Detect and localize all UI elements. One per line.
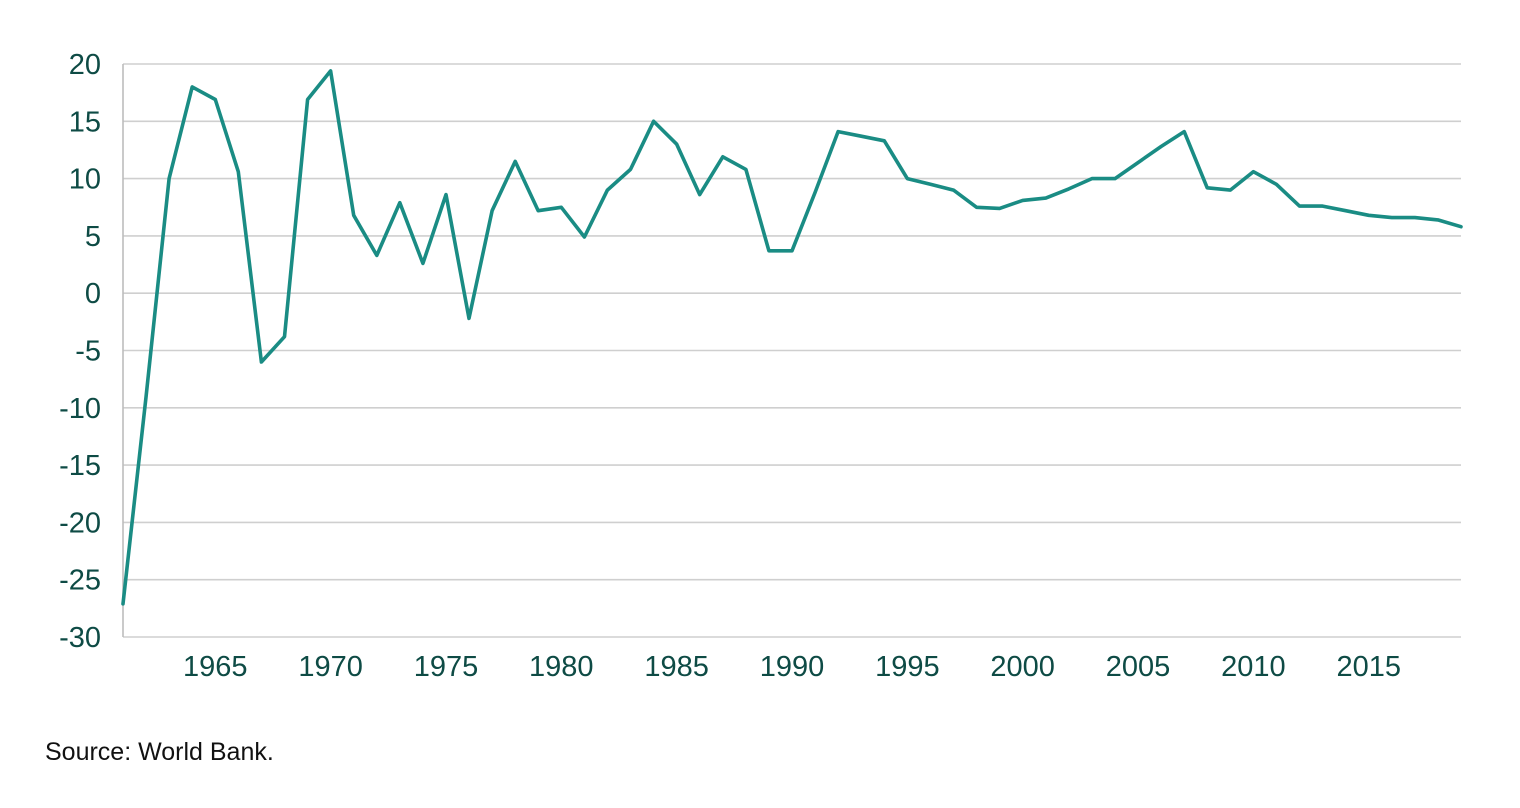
y-tick-label: -10 [59,393,101,425]
x-tick-label: 1970 [298,651,363,683]
y-tick-label: -20 [59,507,101,539]
x-axis-tick-labels: 1965 1970 1975 1980 1985 1990 1995 2000 2005 2010… [183,651,1401,683]
y-tick-label: 5 [85,221,101,253]
y-axis-tick-labels: -30 -25 -20 -15 -10 -5 0 5 10 15 20 [59,49,101,654]
x-tick-label: 2015 [1336,651,1401,683]
y-tick-label: 0 [85,278,101,310]
x-tick-label: 1990 [760,651,825,683]
y-tick-label: 15 [69,106,101,138]
y-tick-label: -5 [75,336,101,368]
x-tick-label: 1995 [875,651,940,683]
y-tick-label: 20 [69,49,101,81]
y-tick-label: 10 [69,164,101,196]
series-line-0 [121,69,1463,606]
y-tick-label: -30 [59,622,101,654]
gridlines [123,63,1461,638]
y-tick-label: -15 [59,450,101,482]
y-tick-label: -25 [59,565,101,597]
source-note: Source: World Bank. [45,738,274,766]
x-tick-label: 1965 [183,651,248,683]
x-tick-label: 1985 [644,651,709,683]
x-tick-label: 2000 [990,651,1055,683]
x-tick-label: 1975 [414,651,479,683]
series-lines [121,69,1463,606]
x-tick-label: 2010 [1221,651,1286,683]
x-tick-label: 1980 [529,651,594,683]
x-tick-label: 2005 [1106,651,1171,683]
